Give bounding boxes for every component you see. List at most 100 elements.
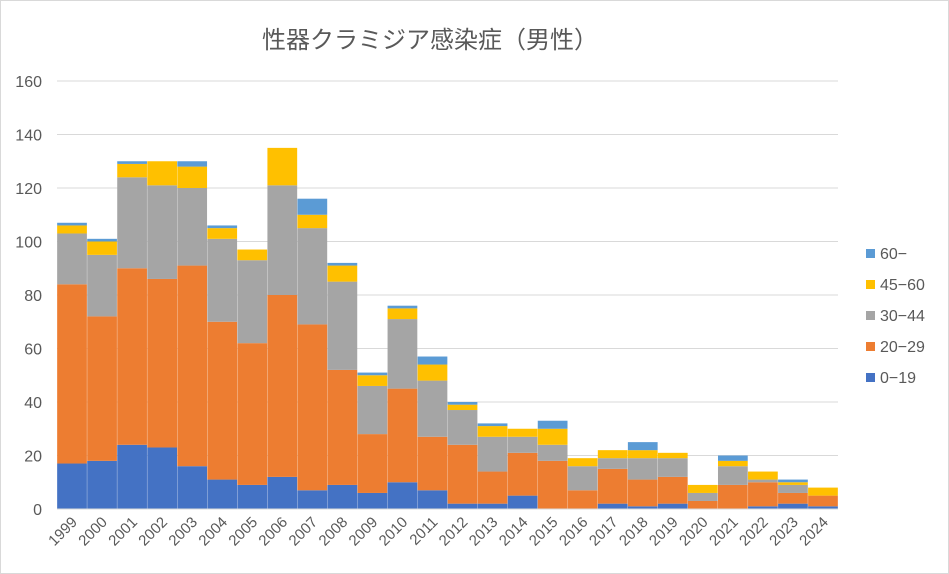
bars (57, 147, 838, 509)
y-tick-label: 120 (15, 181, 42, 198)
bar-segment-60--2013 (477, 423, 508, 427)
bar-segment-60--2021 (717, 455, 748, 461)
bar-segment-0-19-1999 (57, 463, 87, 509)
bar-segment-20-29-2000 (87, 316, 117, 461)
bar-segment-20-29-2022 (748, 482, 778, 507)
legend-swatch-45-60 (866, 280, 875, 289)
x-tick-label: 2008 (316, 514, 352, 550)
x-tick-label: 2015 (526, 514, 562, 550)
legend-label: 30−44 (880, 308, 925, 325)
legend-label: 20−29 (880, 339, 925, 356)
bar-segment-60--2004 (207, 225, 238, 229)
bar-segment-20-29-2021 (717, 484, 748, 509)
y-tick-label: 0 (33, 502, 42, 519)
bar-segment-30-44-1999 (57, 233, 87, 285)
bar-segment-60--2001 (117, 161, 147, 164)
bar-segment-20-29-2018 (627, 479, 658, 507)
x-tick-label: 2012 (436, 514, 472, 550)
bar-segment-20-29-2019 (657, 476, 688, 504)
x-tick-label: 2019 (646, 514, 682, 550)
bar-segment-45-60-2022 (748, 471, 778, 480)
bar-segment-30-44-2002 (147, 185, 178, 279)
bar-segment-45-60-2008 (327, 265, 358, 282)
x-tick-label: 2014 (496, 514, 532, 550)
bar-segment-30-44-2009 (357, 385, 388, 435)
bar-segment-0-19-2012 (447, 503, 478, 509)
bar-segment-45-60-2006 (267, 147, 298, 186)
bar-segment-45-60-2023 (778, 482, 808, 485)
x-tick-label: 2016 (556, 514, 592, 550)
bar-segment-0-19-2019 (657, 503, 688, 509)
bar-segment-30-44-2004 (207, 238, 238, 322)
y-tick-label: 160 (15, 74, 42, 91)
y-tick-label: 40 (24, 395, 42, 412)
x-tick-label: 2017 (586, 514, 622, 550)
x-tick-label: 2007 (286, 514, 322, 550)
bar-segment-20-29-2016 (567, 490, 598, 509)
x-tick-label: 2000 (75, 514, 111, 550)
x-tick-label: 2013 (466, 514, 502, 550)
bar-segment-20-29-2024 (808, 495, 838, 507)
bar-segment-0-19-2018 (627, 506, 658, 509)
bar-segment-30-44-2018 (627, 458, 658, 480)
bar-segment-30-44-2020 (687, 492, 718, 501)
bar-segment-20-29-2001 (117, 268, 147, 445)
bar-segment-0-19-2002 (147, 447, 178, 509)
bar-segment-30-44-2001 (117, 177, 147, 269)
bar-segment-0-19-2004 (207, 479, 238, 509)
bar-segment-60--2012 (447, 402, 478, 405)
bar-segment-45-60-2002 (147, 161, 178, 186)
bar-segment-60--2018 (627, 442, 658, 451)
legend-label: 45−60 (880, 277, 925, 294)
bar-segment-20-29-2013 (477, 471, 508, 504)
bar-segment-30-44-2012 (447, 410, 478, 445)
bar-segment-45-60-2005 (237, 249, 268, 261)
bar-segment-45-60-2000 (87, 241, 117, 255)
bar-segment-45-60-2009 (357, 375, 388, 386)
x-tick-label: 2001 (105, 514, 141, 550)
bar-segment-45-60-2011 (417, 364, 448, 381)
bar-segment-0-19-2008 (327, 484, 358, 509)
bar-segment-60--2007 (297, 198, 328, 215)
bar-segment-30-44-2005 (237, 260, 268, 344)
legend-swatch-60- (866, 249, 875, 258)
x-tick-label: 2003 (165, 514, 201, 550)
bar-segment-30-44-2011 (417, 380, 448, 437)
x-tick-label: 2022 (736, 514, 772, 550)
bar-segment-20-29-2008 (327, 369, 358, 485)
bar-segment-0-19-2022 (748, 506, 778, 509)
bar-segment-20-29-2004 (207, 321, 238, 480)
bar-segment-0-19-2011 (417, 490, 448, 509)
x-tick-label: 2004 (195, 514, 231, 550)
bar-segment-45-60-2003 (177, 166, 208, 188)
x-axis: 1999200020012002200320042005200620072008… (45, 508, 838, 550)
bar-segment-20-29-2011 (417, 436, 448, 491)
bar-segment-0-19-2001 (117, 444, 147, 509)
bar-segment-0-19-2006 (267, 476, 298, 509)
bar-segment-30-44-2023 (778, 484, 808, 493)
bar-segment-20-29-2012 (447, 444, 478, 504)
bar-segment-30-44-2015 (537, 444, 568, 461)
y-tick-label: 80 (24, 288, 42, 305)
bar-segment-45-60-2018 (627, 450, 658, 459)
bar-segment-30-44-2019 (657, 458, 688, 477)
x-tick-label: 2005 (225, 514, 261, 550)
x-tick-label: 1999 (45, 514, 81, 550)
bar-segment-60--2023 (778, 479, 808, 483)
x-tick-label: 2011 (406, 514, 441, 549)
x-tick-label: 2021 (706, 514, 742, 550)
bar-segment-60--2015 (537, 420, 568, 429)
bar-segment-60--2010 (387, 305, 418, 309)
bar-segment-45-60-2013 (477, 426, 508, 437)
bar-segment-30-44-2016 (567, 466, 598, 491)
bar-segment-60--2011 (417, 356, 448, 365)
bar-segment-20-29-2002 (147, 278, 178, 448)
bar-segment-45-60-2017 (597, 450, 628, 459)
bar-segment-20-29-2015 (537, 460, 568, 509)
bar-segment-45-60-2010 (387, 308, 418, 320)
bar-segment-0-19-2003 (177, 466, 208, 509)
bar-segment-45-60-2015 (537, 428, 568, 445)
x-tick-label: 2010 (376, 514, 412, 550)
bar-segment-45-60-2012 (447, 404, 478, 411)
